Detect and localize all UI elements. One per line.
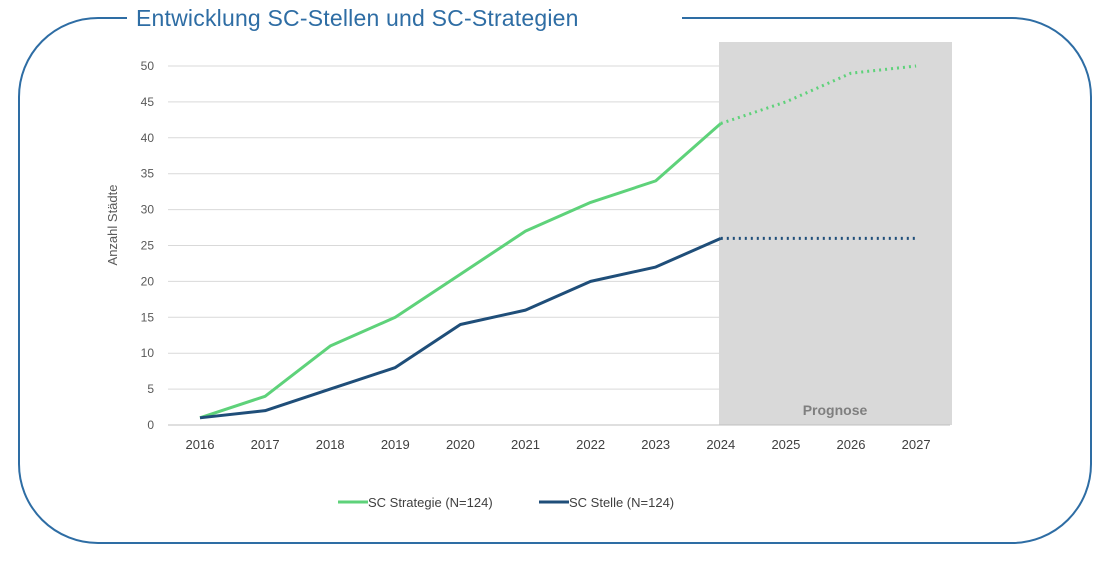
- y-tick-label: 35: [141, 167, 155, 181]
- series-line-sc-strategie: [199, 122, 722, 420]
- y-tick-labels: 0 5 10 15 20 25 30 35 40 45 50: [141, 59, 155, 432]
- y-tick-label: 50: [141, 59, 155, 73]
- x-tick-label: 2024: [706, 437, 735, 452]
- x-tick-label: 2018: [316, 437, 345, 452]
- y-tick-label: 40: [141, 131, 155, 145]
- y-tick-label: 20: [141, 274, 155, 288]
- legend-label: SC Strategie (N=124): [368, 495, 493, 510]
- gridlines: [168, 65, 950, 426]
- y-tick-label: 45: [141, 95, 155, 109]
- y-axis-label: Anzahl Städte: [105, 185, 120, 266]
- x-tick-label: 2023: [641, 437, 670, 452]
- legend-label: SC Stelle (N=124): [569, 495, 674, 510]
- forecast-band: [719, 42, 952, 425]
- x-tick-label: 2022: [576, 437, 605, 452]
- series-line-sc-stelle: [199, 236, 722, 420]
- y-tick-label: 30: [141, 203, 155, 217]
- x-tick-label: 2026: [837, 437, 866, 452]
- x-tick-label: 2021: [511, 437, 540, 452]
- forecast-label: Prognose: [803, 402, 868, 418]
- x-tick-labels: 2016 2017 2018 2019 2020 2021 2022 2023 2024 2025…: [186, 437, 931, 452]
- series-lines: [199, 64, 917, 420]
- chart-title: Entwicklung SC-Stellen und SC-Strategien: [136, 5, 579, 31]
- y-tick-label: 0: [147, 418, 154, 432]
- x-tick-label: 2017: [251, 437, 280, 452]
- legend: SC Strategie (N=124) SC Stelle (N=124): [338, 495, 674, 510]
- y-tick-label: 5: [147, 382, 154, 396]
- x-tick-label: 2019: [381, 437, 410, 452]
- y-tick-label: 25: [141, 239, 155, 253]
- x-tick-label: 2016: [186, 437, 215, 452]
- x-tick-label: 2027: [902, 437, 931, 452]
- y-tick-label: 15: [141, 310, 155, 324]
- x-tick-label: 2025: [771, 437, 800, 452]
- title-background: [127, 0, 682, 40]
- x-tick-label: 2020: [446, 437, 475, 452]
- y-tick-label: 10: [141, 346, 155, 360]
